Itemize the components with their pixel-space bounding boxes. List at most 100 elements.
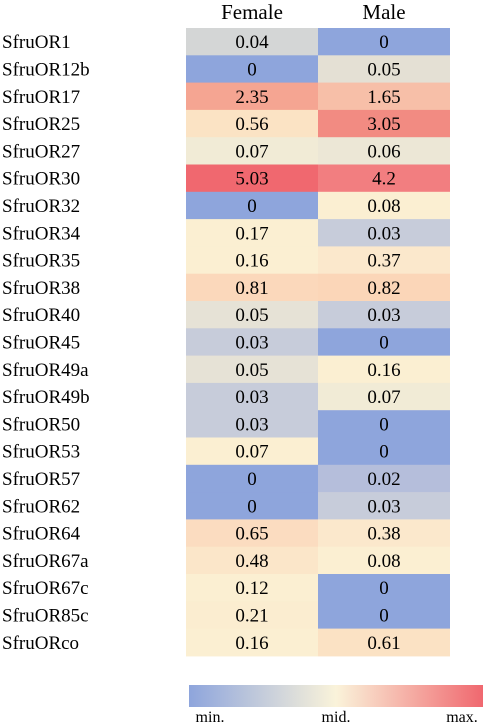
cell-sfruor64-male [318, 519, 450, 548]
cell-value-sfruor34-female: 0.17 [235, 223, 268, 244]
cell-value-sfruor67a-female: 0.48 [235, 551, 268, 572]
cell-sfruor17-male [318, 82, 450, 111]
cell-value-sfruor40-female: 0.05 [235, 305, 268, 326]
cell-value-sfruor25-male: 3.05 [367, 114, 400, 135]
cell-value-sfruor64-female: 0.65 [235, 524, 268, 545]
column-header-male: Male [362, 0, 405, 24]
cell-value-sfruor34-male: 0.03 [367, 223, 400, 244]
cell-sfruor85c-female [186, 601, 318, 630]
row-label-sfruor67c: SfruOR67c [2, 578, 89, 599]
row-label-sfruor85c: SfruOR85c [2, 605, 89, 626]
cell-value-sfruor30-male: 4.2 [372, 169, 396, 190]
cell-sfruor32-male [318, 191, 450, 220]
cell-sfruor67a-female [186, 546, 318, 575]
cell-sfruor35-female [186, 246, 318, 275]
cell-value-sfruor17-female: 2.35 [235, 87, 268, 108]
cell-sfruor38-male [318, 273, 450, 302]
row-label-sfruor17: SfruOR17 [2, 87, 80, 108]
cell-sfruor40-female [186, 301, 318, 329]
cell-value-sfruor32-male: 0.08 [367, 196, 400, 217]
cell-value-sfruor50-female: 0.03 [235, 414, 268, 435]
row-label-sfruorco: SfruORco [2, 633, 79, 654]
cell-value-sfruor67a-male: 0.08 [367, 551, 400, 572]
cell-value-sfruor27-female: 0.07 [235, 141, 268, 162]
cell-sfruor49a-male [318, 355, 450, 384]
row-label-sfruor45: SfruOR45 [2, 332, 80, 353]
cell-sfruorco-male [318, 628, 450, 657]
cell-sfruorco-female [186, 628, 318, 657]
row-label-sfruor49a: SfruOR49a [2, 360, 89, 381]
cell-value-sfruor64-male: 0.38 [367, 524, 400, 545]
cell-sfruor49b-female [186, 382, 318, 411]
cell-sfruor34-male [318, 219, 450, 247]
cell-value-sfruor49b-male: 0.07 [367, 387, 400, 408]
cell-sfruor57-male [318, 464, 450, 493]
row-labels: SfruOR1 SfruOR12b SfruOR17 SfruOR25 SfruOR27… [2, 32, 90, 654]
row-label-sfruor49b: SfruOR49b [2, 387, 90, 408]
row-label-sfruor57: SfruOR57 [2, 469, 80, 490]
column-header-female: Female [221, 0, 283, 24]
cell-value-sfruorco-male: 0.61 [367, 633, 400, 654]
cell-value-sfruor49a-male: 0.16 [367, 360, 400, 381]
cell-sfruor27-female [186, 137, 318, 165]
cell-sfruor34-female [186, 219, 318, 247]
cell-value-sfruor50-male: 0 [379, 414, 389, 435]
row-label-sfruor62: SfruOR62 [2, 496, 80, 517]
row-label-sfruor64: SfruOR64 [2, 524, 81, 545]
cell-sfruor57-female [186, 464, 318, 493]
legend-mid-label: mid. [322, 709, 351, 724]
cell-value-sfruor62-male: 0.03 [367, 496, 400, 517]
cell-sfruor1-female [186, 28, 318, 56]
cell-value-sfruor85c-female: 0.21 [235, 605, 268, 626]
cell-value-sfruor12b-female: 0 [247, 59, 257, 80]
row-label-sfruor1: SfruOR1 [2, 32, 71, 53]
cell-sfruor62-male [318, 492, 450, 520]
cell-sfruor30-female [186, 164, 318, 193]
heatmap-cells [186, 28, 450, 657]
cell-sfruor67a-male [318, 546, 450, 575]
row-label-sfruor35: SfruOR35 [2, 251, 80, 272]
cell-value-sfruor35-male: 0.37 [367, 251, 400, 272]
legend-min-label: min. [196, 709, 225, 724]
cell-value-sfruor45-female: 0.03 [235, 332, 268, 353]
row-label-sfruor67a: SfruOR67a [2, 551, 89, 572]
row-label-sfruor38: SfruOR38 [2, 278, 80, 299]
cell-sfruor64-female [186, 519, 318, 548]
cell-value-sfruor32-female: 0 [247, 196, 257, 217]
legend-gradient-bar [189, 685, 483, 707]
cell-value-sfruor12b-male: 0.05 [367, 59, 400, 80]
cell-sfruor25-female [186, 109, 318, 138]
cell-sfruor25-male [318, 109, 450, 138]
cell-sfruor49b-male [318, 382, 450, 411]
cell-value-sfruor67c-male: 0 [379, 578, 389, 599]
row-label-sfruor12b: SfruOR12b [2, 59, 90, 80]
cell-sfruor67c-female [186, 574, 318, 602]
cell-value-sfruor85c-male: 0 [379, 605, 389, 626]
row-label-sfruor27: SfruOR27 [2, 141, 80, 162]
cell-sfruor45-male [318, 328, 450, 357]
cell-sfruor49a-female [186, 355, 318, 384]
row-label-sfruor32: SfruOR32 [2, 196, 80, 217]
cell-sfruor27-male [318, 137, 450, 165]
row-label-sfruor25: SfruOR25 [2, 114, 80, 135]
cell-sfruor32-female [186, 191, 318, 220]
cell-sfruor45-female [186, 328, 318, 357]
cell-sfruor30-male [318, 164, 450, 193]
cell-value-sfruor30-female: 5.03 [235, 169, 268, 190]
row-label-sfruor53: SfruOR53 [2, 442, 80, 463]
cell-value-sfruor17-male: 1.65 [367, 87, 400, 108]
cell-value-sfruor57-male: 0.02 [367, 469, 400, 490]
legend-max-label: max. [446, 709, 478, 724]
cell-value-sfruor45-male: 0 [379, 332, 389, 353]
cell-sfruor85c-male [318, 601, 450, 630]
cell-sfruor12b-male [318, 55, 450, 84]
color-legend: min. mid. max. [189, 685, 483, 724]
cell-value-sfruor53-male: 0 [379, 442, 389, 463]
cell-sfruor35-male [318, 246, 450, 275]
row-label-sfruor34: SfruOR34 [2, 223, 81, 244]
cell-sfruor38-female [186, 273, 318, 302]
cell-sfruor1-male [318, 28, 450, 56]
cell-sfruor53-female [186, 437, 318, 466]
cell-sfruor12b-female [186, 55, 318, 84]
